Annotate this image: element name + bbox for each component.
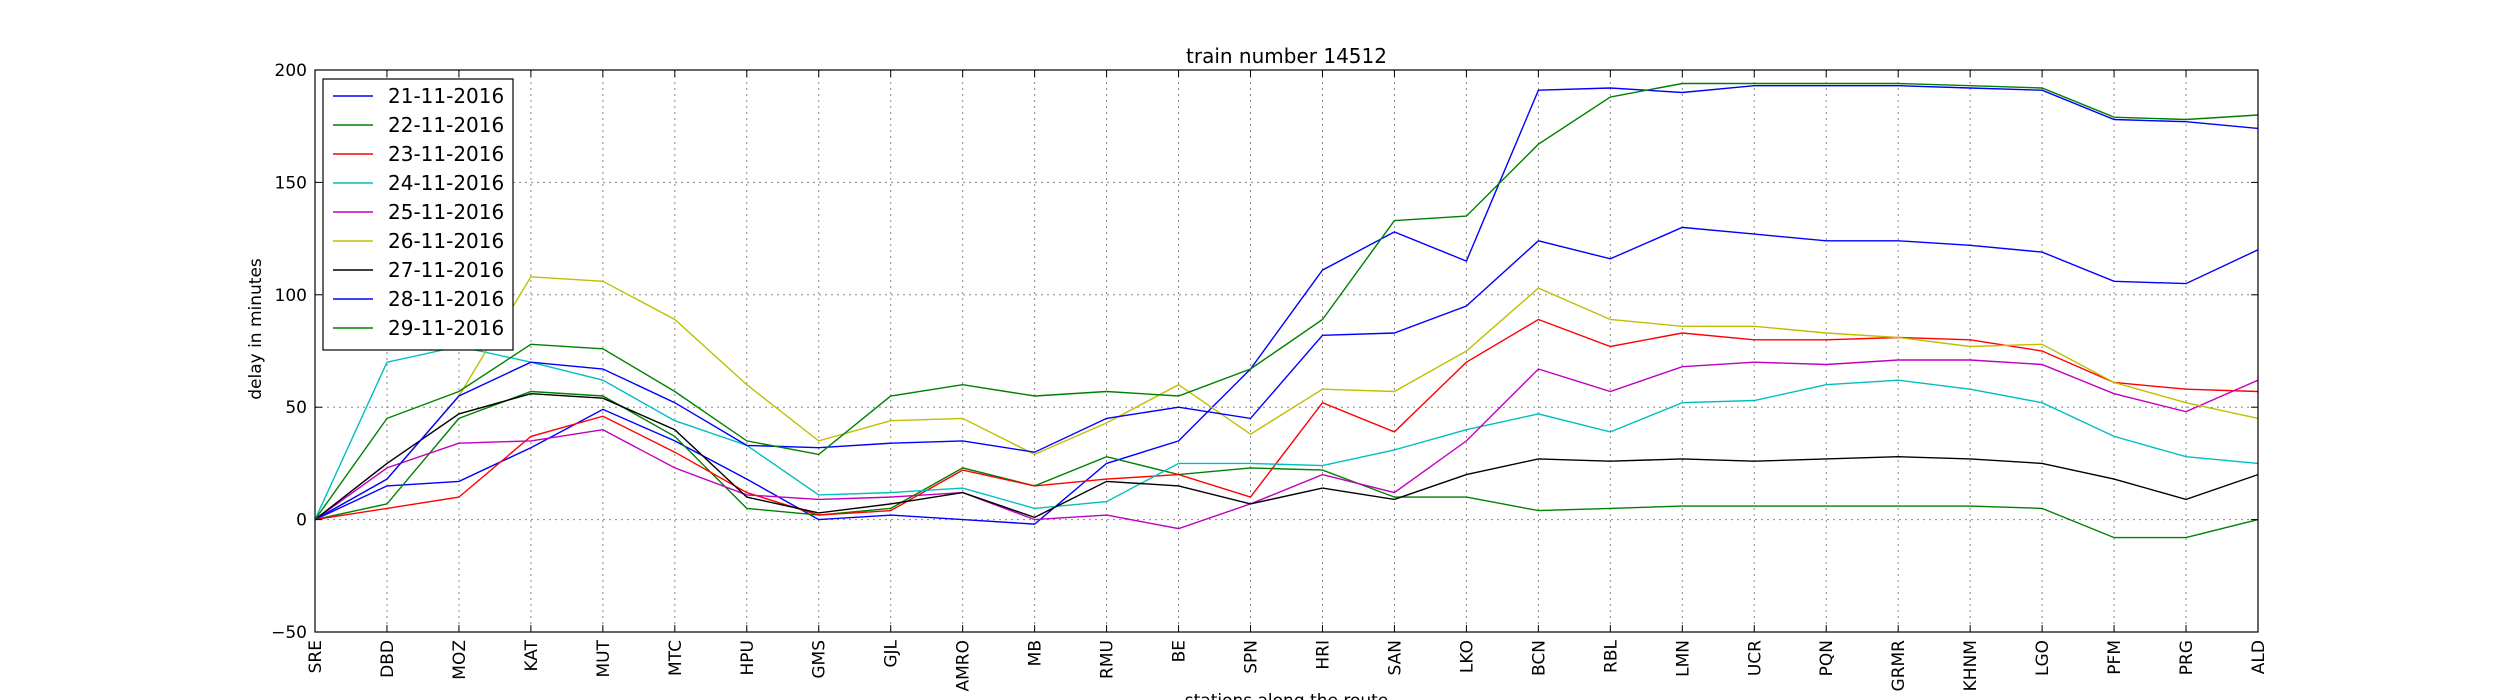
x-tick-label: RBL <box>1601 639 1621 672</box>
y-tick-label: 200 <box>275 61 307 81</box>
grid-lines <box>315 70 2258 632</box>
legend: 21-11-2016 22-11-2016 23-11-2016 24-11-2016… <box>322 78 514 351</box>
legend-label: 21-11-2016 <box>388 84 504 108</box>
series-line <box>314 390 2259 539</box>
x-tick-label: MOZ <box>450 640 470 680</box>
x-tick-label: PFM <box>2105 640 2125 675</box>
series-line <box>314 359 2259 530</box>
plot-area-frame <box>314 69 2259 633</box>
legend-label: 28-11-2016 <box>388 287 504 311</box>
x-tick-label: UCR <box>1745 640 1765 676</box>
x-tick-label: BCN <box>1529 640 1549 676</box>
x-axis-ticks: SRE DBD MOZ KAT MUT MTC HPU GMS GJL AMRO MB RMU BE SP… <box>306 70 2269 692</box>
x-tick-label: MTC <box>666 640 686 676</box>
series-line <box>314 84 2259 525</box>
x-tick-label: SAN <box>1385 640 1405 675</box>
x-tick-label: GRMR <box>1889 640 1909 692</box>
x-tick-label: GMS <box>810 640 830 679</box>
series-line <box>314 82 2259 521</box>
legend-label: 26-11-2016 <box>388 229 504 253</box>
x-tick-label: GJL <box>882 639 902 667</box>
legend-label: 27-11-2016 <box>388 258 504 282</box>
x-tick-label: LMN <box>1673 640 1693 677</box>
y-tick-label: 0 <box>296 511 307 531</box>
x-tick-label: MUT <box>594 639 614 677</box>
series-line <box>314 226 2259 521</box>
legend-label: 22-11-2016 <box>388 113 504 137</box>
x-tick-label: ALD <box>2249 640 2269 674</box>
chart-title: train number 14512 <box>1186 44 1387 68</box>
y-tick-label: 150 <box>275 173 307 193</box>
x-tick-label: RMU <box>1098 640 1118 679</box>
y-tick-label: 50 <box>285 398 307 418</box>
x-tick-label: LKO <box>1457 640 1477 673</box>
y-axis-label: delay in minutes <box>246 258 266 400</box>
legend-label: 24-11-2016 <box>388 171 504 195</box>
y-tick-label: 100 <box>275 286 307 306</box>
x-tick-label: PRG <box>2177 640 2197 675</box>
x-tick-label: AMRO <box>954 640 974 692</box>
x-tick-label: SRE <box>306 640 326 673</box>
x-tick-label: HRI <box>1313 640 1333 670</box>
series-line <box>314 345 2259 520</box>
y-tick-label: −50 <box>271 623 307 643</box>
x-tick-label: BE <box>1170 640 1190 662</box>
legend-label: 29-11-2016 <box>388 316 504 340</box>
series-line <box>314 276 2259 521</box>
x-axis-label: stations along the route <box>1185 691 1389 700</box>
x-tick-label: PQN <box>1817 640 1837 676</box>
x-tick-label: KAT <box>522 639 542 671</box>
x-tick-label: MB <box>1026 640 1046 666</box>
legend-label: 23-11-2016 <box>388 142 504 166</box>
x-tick-label: HPU <box>738 640 758 675</box>
series-line <box>314 318 2259 521</box>
x-tick-label: KHNM <box>1961 640 1981 691</box>
x-tick-label: SPN <box>1242 640 1262 674</box>
legend-box <box>322 78 514 351</box>
x-tick-label: DBD <box>378 640 398 678</box>
y-axis-ticks: 200 150 100 50 0 −50 <box>271 61 2258 643</box>
series-lines <box>314 82 2259 539</box>
legend-label: 25-11-2016 <box>388 200 504 224</box>
series-line <box>314 392 2259 521</box>
x-tick-label: LGO <box>2033 640 2053 676</box>
